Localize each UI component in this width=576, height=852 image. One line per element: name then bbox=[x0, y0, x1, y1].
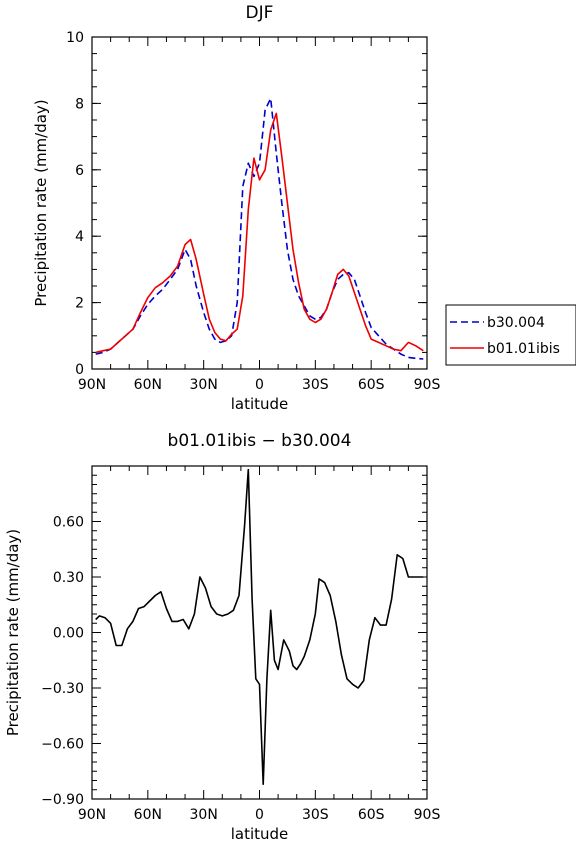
x-tick-label: 90N bbox=[78, 377, 106, 393]
x-tick-label: 60N bbox=[134, 377, 162, 393]
x-tick-label: 60N bbox=[134, 807, 162, 823]
x-tick-label: 30N bbox=[190, 807, 218, 823]
x-tick-label: 0 bbox=[255, 807, 264, 823]
x-tick-label: 90S bbox=[414, 807, 441, 823]
y-tick-label: 2 bbox=[75, 296, 84, 312]
series-line-difference bbox=[95, 468, 424, 786]
x-tick-label: 30S bbox=[302, 807, 329, 823]
x-tick-label: 60S bbox=[358, 377, 385, 393]
y-tick-label: −0.30 bbox=[41, 681, 84, 697]
series-line-b30-004 bbox=[95, 97, 424, 360]
y-tick-label: 8 bbox=[75, 96, 84, 112]
y-axis-title: Precipitation rate (mm/day) bbox=[4, 529, 22, 736]
plot-title: DJF bbox=[246, 3, 274, 23]
legend: b30.004 b01.01ibis bbox=[445, 304, 576, 366]
y-tick-label: −0.90 bbox=[41, 792, 84, 808]
y-tick-label: −0.60 bbox=[41, 737, 84, 753]
y-tick-label: 10 bbox=[66, 30, 84, 46]
y-tick-label: 6 bbox=[75, 163, 84, 179]
x-tick-label: 0 bbox=[255, 377, 264, 393]
y-tick-label: 0.60 bbox=[53, 515, 84, 531]
y-axis-title: Precipitation rate (mm/day) bbox=[32, 99, 50, 306]
y-tick-label: 4 bbox=[75, 229, 84, 245]
x-tick-label: 90S bbox=[414, 377, 441, 393]
legend-label: b30.004 bbox=[487, 315, 545, 331]
series-line-b01-01ibis bbox=[95, 112, 424, 354]
x-tick-label: 90N bbox=[78, 807, 106, 823]
x-tick-label: 60S bbox=[358, 807, 385, 823]
x-tick-label: 30S bbox=[302, 377, 329, 393]
plot-frame bbox=[91, 36, 428, 370]
plot-frame bbox=[91, 465, 428, 800]
y-tick-label: 0.30 bbox=[53, 570, 84, 586]
top-plot: 90N 60N 30N 0 30S 60S 90S 0 2 4 6 8 10 DJF latitude Pre… bbox=[32, 3, 576, 413]
legend-label: b01.01ibis bbox=[487, 341, 560, 357]
y-tick-label: 0 bbox=[75, 362, 84, 378]
x-axis-title: latitude bbox=[231, 395, 289, 413]
x-tick-label: 30N bbox=[190, 377, 218, 393]
legend-box bbox=[445, 304, 576, 366]
bottom-plot: 90N 60N 30N 0 30S 60S 90S −0.90 −0.60 −0.30 0.00 0.… bbox=[4, 431, 440, 843]
y-tick-label: 0.00 bbox=[53, 626, 84, 642]
x-axis-title: latitude bbox=[231, 825, 289, 843]
plot-title: b01.01ibis − b30.004 bbox=[168, 431, 352, 451]
